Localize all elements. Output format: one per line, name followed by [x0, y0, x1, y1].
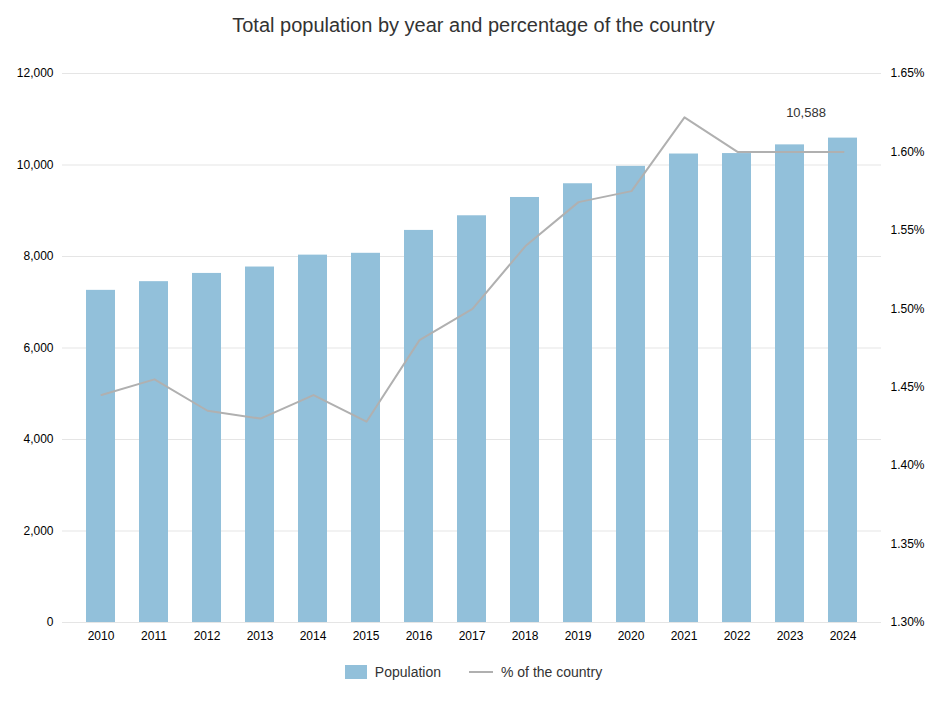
svg-text:2019: 2019	[565, 629, 592, 643]
html-text:% of the country: % of the country	[501, 664, 603, 680]
svg-text:2013: 2013	[247, 629, 274, 643]
svg-text:2023: 2023	[777, 629, 804, 643]
html-text:Total population by year and p: Total population by year and percentage …	[232, 14, 715, 36]
svg-text:4,000: 4,000	[23, 432, 53, 446]
svg-text:1.40%: 1.40%	[891, 458, 925, 472]
svg-text:2017: 2017	[459, 629, 486, 643]
svg-text:1.30%: 1.30%	[891, 615, 925, 629]
svg-text:10,588: 10,588	[786, 105, 826, 120]
svg-text:1.35%: 1.35%	[891, 537, 925, 551]
svg-text:10,000: 10,000	[17, 158, 54, 172]
svg-text:2024: 2024	[830, 629, 857, 643]
svg-text:2012: 2012	[194, 629, 221, 643]
svg-text:2016: 2016	[406, 629, 433, 643]
svg-text:2,000: 2,000	[23, 524, 53, 538]
svg-text:8,000: 8,000	[23, 249, 53, 263]
svg-text:2022: 2022	[724, 629, 751, 643]
svg-text:2011: 2011	[141, 629, 167, 643]
svg-text:2018: 2018	[512, 629, 539, 643]
html-text:Population: Population	[374, 664, 441, 680]
svg-text:2014: 2014	[300, 629, 327, 643]
svg-text:2015: 2015	[353, 629, 380, 643]
svg-text:6,000: 6,000	[23, 341, 53, 355]
svg-text:2020: 2020	[618, 629, 645, 643]
svg-text:1.65%: 1.65%	[891, 66, 925, 80]
svg-text:1.55%: 1.55%	[891, 223, 925, 237]
svg-text:2021: 2021	[671, 629, 698, 643]
svg-text:1.60%: 1.60%	[891, 145, 925, 159]
svg-text:1.45%: 1.45%	[891, 380, 925, 394]
svg-text:1.50%: 1.50%	[891, 302, 925, 316]
svg-text:2010: 2010	[88, 629, 115, 643]
svg-text:0: 0	[47, 615, 54, 629]
svg-text:12,000: 12,000	[17, 66, 54, 80]
